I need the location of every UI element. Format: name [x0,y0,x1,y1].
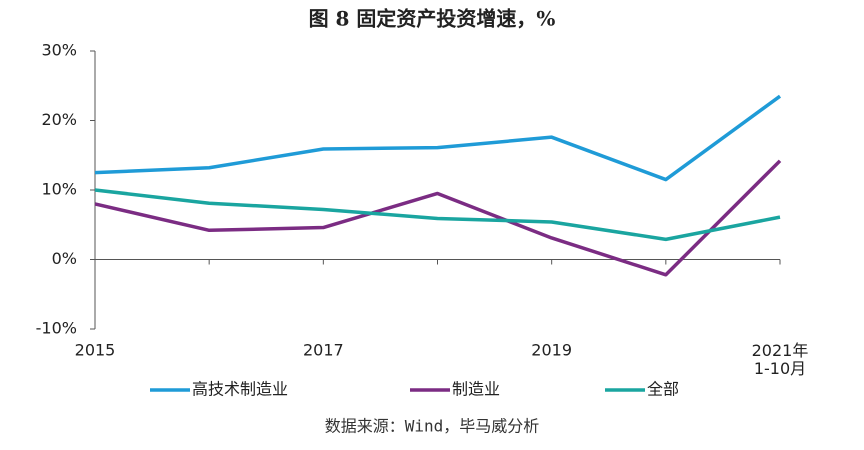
y-tick-label: 0% [52,249,77,268]
series-line [94,159,782,277]
x-tick-label: 2017 [303,341,344,360]
y-tick-label: 20% [41,110,77,129]
x-tick-label: 2015 [75,341,116,360]
legend-label: 高技术制造业 [192,380,288,399]
legend-label: 全部 [647,380,679,399]
y-tick-label: -10% [36,319,77,338]
x-tick-label: 2021年 1-10月 [752,341,809,378]
y-tick-label: 10% [41,180,77,199]
y-tick-label: 30% [41,41,77,60]
chart-title: 图 8 固定资产投资增速，% [309,7,556,31]
source-note: 数据来源：Wind，毕马威分析 [325,417,540,436]
x-tick-label: 2019 [531,341,572,360]
legend-label: 制造业 [452,380,500,399]
series-line [94,188,781,242]
series-line [94,94,782,182]
